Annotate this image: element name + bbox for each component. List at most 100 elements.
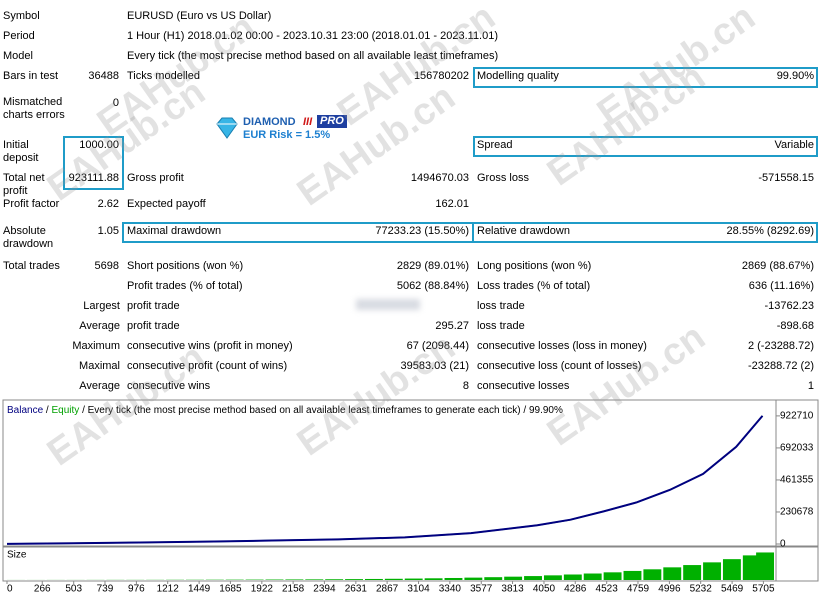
field-label: Period	[3, 30, 35, 42]
field-value: 923111.88	[68, 172, 119, 184]
size-bar	[384, 578, 403, 580]
y-tick-label: 922710	[780, 411, 814, 422]
size-bar	[484, 577, 503, 580]
y-tick-label: 230678	[780, 507, 814, 518]
field-label: consecutive profit (count of wins)	[127, 360, 288, 372]
size-bar	[444, 577, 463, 580]
field-label: profit trade	[127, 320, 180, 332]
size-bar	[623, 570, 642, 580]
x-tick-label: 4759	[627, 584, 650, 595]
x-tick-label: 503	[65, 584, 82, 595]
highlight-box	[473, 67, 818, 88]
highlight-box	[473, 136, 818, 157]
field-label: Gross loss	[477, 172, 529, 184]
x-tick-label: 2158	[282, 584, 305, 595]
x-tick-label: 4523	[596, 584, 619, 595]
size-bar	[325, 579, 344, 580]
y-tick-label: 692033	[780, 443, 814, 454]
x-tick-label: 5469	[721, 584, 744, 595]
x-tick-label: 2867	[376, 584, 399, 595]
field-value: 1.05	[97, 225, 119, 237]
size-bar	[464, 577, 483, 580]
field-value: 36488	[88, 70, 119, 82]
row-prefix: Average	[79, 380, 120, 392]
field-label: Relative drawdown	[477, 225, 570, 237]
field-label: consecutive losses (loss in money)	[477, 340, 647, 352]
field-label: Expected payoff	[127, 198, 206, 210]
field-label: Model	[3, 50, 33, 62]
field-label: Total trades	[3, 260, 60, 272]
x-tick-label: 3577	[470, 584, 493, 595]
chart-subtitle: Every tick (the most precise method base…	[88, 405, 521, 416]
field-label: Initial deposit	[3, 139, 39, 164]
size-bar	[543, 575, 562, 580]
field-label: Short positions (won %)	[127, 260, 244, 272]
field-value: 2 (-23288.72)	[747, 340, 814, 352]
size-panel	[2, 546, 819, 582]
highlight-box	[472, 222, 818, 243]
field-value: 1	[807, 380, 814, 392]
field-value: 0	[112, 97, 119, 109]
field-value: 67 (2098.44)	[406, 340, 469, 352]
field-label: Ticks modelled	[127, 70, 200, 82]
field-label: profit trade	[127, 300, 180, 312]
field-label: consecutive losses	[477, 380, 570, 392]
x-tick-label: 976	[128, 584, 145, 595]
legend-entry: Equity	[51, 405, 79, 416]
chart-panel	[2, 399, 819, 547]
size-bar	[404, 578, 423, 580]
logo-name: DIAMOND	[243, 116, 296, 128]
logo-badge: PRO	[317, 115, 347, 128]
size-bar	[683, 565, 702, 580]
field-label: Spread	[477, 139, 513, 151]
size-bar	[305, 579, 324, 580]
field-label: Gross profit	[127, 172, 184, 184]
field-label: Profit factor	[3, 198, 60, 210]
x-tick-label: 2631	[345, 584, 368, 595]
field-label: Modelling quality	[477, 70, 559, 82]
row-prefix: Average	[79, 320, 120, 332]
field-value: 28.55% (8292.69)	[726, 225, 814, 237]
field-value: 99.90%	[776, 70, 814, 82]
separator: /	[82, 405, 85, 416]
diamond-icon	[216, 117, 238, 139]
x-tick-label: 5705	[752, 584, 775, 595]
field-label: consecutive loss (count of losses)	[477, 360, 642, 372]
field-value: 77233.23 (15.50%)	[375, 225, 469, 237]
field-value: 2829 (89.01%)	[396, 260, 469, 272]
row-prefix: Maximal	[79, 360, 120, 372]
separator: /	[523, 405, 526, 416]
size-bar	[722, 559, 741, 580]
x-tick-label: 4996	[658, 584, 681, 595]
field-value: 8	[462, 380, 469, 392]
size-bar	[285, 579, 304, 580]
field-value: 295.27	[435, 320, 469, 332]
field-value: Every tick (the most precise method base…	[127, 50, 499, 62]
logo: DIAMOND III PRO EUR Risk = 1.5%	[213, 114, 353, 144]
y-tick-label: 0	[780, 539, 786, 550]
field-value: 2.62	[97, 198, 119, 210]
series-line	[6, 415, 764, 545]
field-value: 162.01	[435, 198, 469, 210]
field-value: 636 (11.16%)	[748, 280, 814, 292]
field-label: Absolute drawdown	[3, 225, 54, 250]
field-value: -13762.23	[764, 300, 814, 312]
x-tick-label: 266	[34, 584, 51, 595]
field-label: Long positions (won %)	[477, 260, 592, 272]
x-tick-label: 4050	[533, 584, 556, 595]
field-value: EURUSD (Euro vs US Dollar)	[127, 10, 272, 22]
x-tick-label: 0	[7, 584, 13, 595]
legend-entry: Balance	[7, 405, 44, 416]
field-value: Variable	[774, 139, 814, 151]
field-value: -23288.72 (2)	[747, 360, 814, 372]
x-tick-label: 3813	[501, 584, 524, 595]
x-tick-label: 1685	[219, 584, 242, 595]
size-bar	[583, 573, 602, 580]
field-label: Mismatched charts errors	[3, 96, 65, 121]
x-tick-label: 1449	[188, 584, 211, 595]
size-bar	[663, 567, 682, 580]
field-value: 1000.00	[79, 139, 119, 151]
field-label: Loss trades (% of total)	[477, 280, 591, 292]
